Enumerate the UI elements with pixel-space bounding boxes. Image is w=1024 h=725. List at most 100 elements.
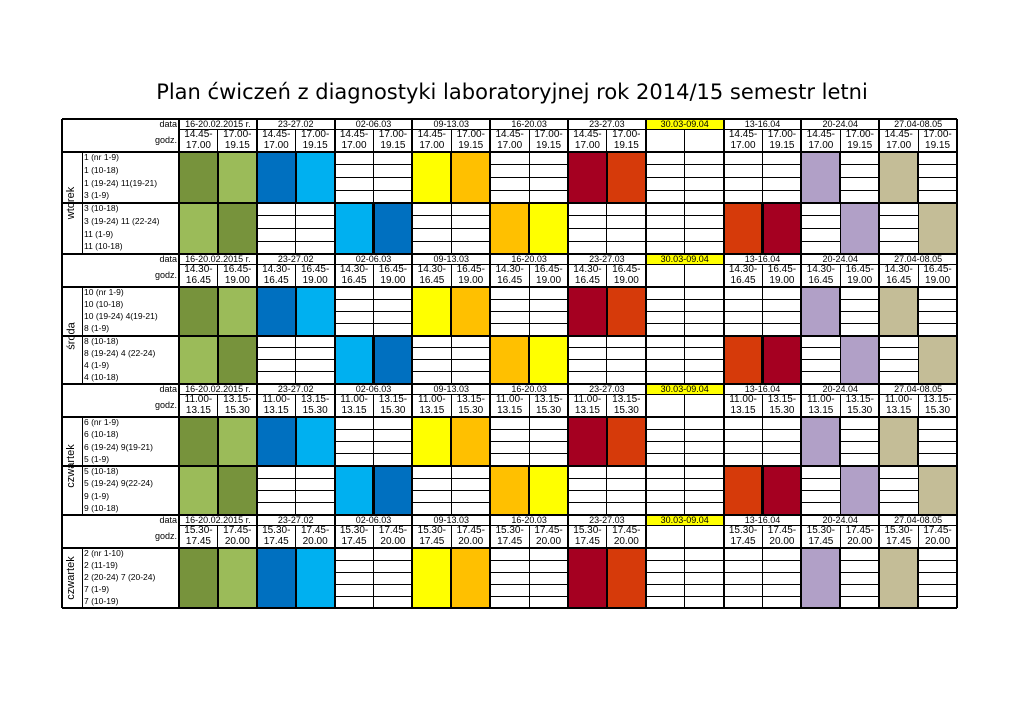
time-start: 14.30- bbox=[262, 265, 291, 275]
activity-cell bbox=[490, 335, 530, 384]
activity-cell bbox=[529, 466, 568, 515]
grid-line bbox=[528, 525, 530, 608]
date-cell: 27.04-08.05 bbox=[894, 255, 943, 264]
activity-cell bbox=[840, 335, 880, 384]
activity-cell bbox=[451, 152, 491, 203]
grid-line bbox=[644, 254, 647, 384]
activity-cell bbox=[879, 417, 919, 466]
time-start: 11.00- bbox=[807, 395, 835, 405]
grid-line bbox=[411, 254, 414, 384]
time-start: 15.30- bbox=[262, 526, 291, 536]
time-start: 14.30- bbox=[728, 265, 758, 275]
grid-line bbox=[762, 394, 763, 515]
row-line bbox=[334, 189, 374, 191]
grid-line bbox=[255, 119, 258, 254]
row-line bbox=[490, 322, 530, 324]
row-line bbox=[412, 215, 452, 217]
group-label: 4 (10-18) bbox=[84, 371, 119, 382]
group-label: 2 (nr 1-10) bbox=[84, 548, 124, 558]
row-line bbox=[334, 453, 374, 455]
activity-cell bbox=[412, 152, 452, 203]
row-line bbox=[879, 490, 919, 491]
time-end: 19.00 bbox=[380, 276, 406, 286]
row-line bbox=[684, 559, 724, 561]
row-line bbox=[490, 189, 530, 191]
grid-line bbox=[917, 129, 919, 254]
time-end: 17.00 bbox=[730, 141, 756, 151]
group-label: 11 (10-18) bbox=[84, 241, 123, 252]
row-line bbox=[606, 240, 646, 242]
row-line bbox=[373, 310, 413, 312]
row-line bbox=[568, 359, 607, 361]
row-line bbox=[918, 189, 957, 191]
activity-cell bbox=[179, 287, 218, 336]
date-cell: 16-20.02.2015 r. bbox=[185, 516, 251, 525]
time-end: 19.00 bbox=[769, 276, 795, 286]
row-line bbox=[412, 502, 452, 504]
row-line bbox=[529, 453, 568, 455]
row-line bbox=[762, 164, 802, 166]
time-end: 20.00 bbox=[380, 537, 406, 547]
date-cell: 30.03-09.04 bbox=[660, 385, 709, 394]
group-label: 1 (19-24) 11(19-21) bbox=[84, 177, 158, 188]
row-line bbox=[606, 347, 646, 349]
time-end: 17.45 bbox=[808, 537, 834, 547]
group-label: 8 (10-18) bbox=[84, 335, 119, 346]
time-end: 19.15 bbox=[613, 141, 639, 151]
activity-cell bbox=[217, 548, 257, 608]
date-cell: 23-27.03 bbox=[589, 120, 625, 129]
activity-cell bbox=[256, 152, 296, 203]
activity-cell bbox=[256, 287, 296, 336]
grid-line bbox=[373, 264, 374, 384]
time-start: 14.45- bbox=[728, 130, 758, 140]
time-start: 13.15- bbox=[923, 395, 952, 405]
grid-line bbox=[722, 384, 725, 515]
time-end: 20.00 bbox=[847, 537, 873, 547]
grid-line bbox=[684, 525, 686, 608]
grid-line bbox=[61, 119, 63, 254]
time-end: 13.15 bbox=[341, 406, 367, 416]
row-line bbox=[762, 595, 802, 597]
time-end: 20.00 bbox=[925, 537, 951, 547]
grid-line bbox=[489, 119, 492, 254]
activity-cell bbox=[879, 152, 919, 203]
time-start: 11.00- bbox=[340, 395, 368, 405]
time-start: 14.45- bbox=[417, 130, 447, 140]
date-cell: 16-20.02.2015 r. bbox=[185, 255, 251, 264]
grid-line bbox=[373, 129, 374, 254]
grid-line bbox=[255, 384, 258, 515]
activity-cell bbox=[256, 417, 296, 466]
row-line bbox=[373, 322, 413, 324]
grid-line bbox=[644, 515, 647, 608]
row-line bbox=[529, 428, 568, 430]
grid-line bbox=[606, 129, 608, 254]
activity-cell bbox=[179, 466, 218, 515]
date-cell: 30.03-09.04 bbox=[660, 255, 709, 264]
activity-cell bbox=[723, 466, 763, 515]
row-line bbox=[762, 428, 802, 430]
time-end: 16.45 bbox=[263, 276, 289, 286]
row-line bbox=[606, 477, 646, 479]
time-end: 19.15 bbox=[769, 141, 795, 151]
row-line bbox=[801, 490, 841, 491]
activity-cell bbox=[801, 548, 841, 608]
row-line bbox=[918, 441, 957, 442]
group-label: 6 (nr 1-9) bbox=[84, 417, 119, 427]
grid-line bbox=[489, 515, 492, 608]
time-start: 17.00- bbox=[845, 130, 874, 140]
row-line bbox=[490, 310, 530, 312]
row-line bbox=[840, 428, 880, 430]
time-end: 16.45 bbox=[185, 276, 211, 286]
grid-line bbox=[450, 525, 452, 608]
time-end: 16.45 bbox=[730, 276, 756, 286]
grid-line bbox=[295, 264, 297, 384]
row-line bbox=[879, 502, 919, 504]
activity-cell bbox=[451, 287, 491, 336]
grid-line bbox=[956, 254, 958, 384]
row-line bbox=[762, 571, 802, 573]
time-end: 17.00 bbox=[574, 141, 600, 151]
time-label: godz. bbox=[154, 136, 177, 145]
row-line bbox=[801, 228, 841, 229]
row-line bbox=[840, 595, 880, 597]
time-end: 15.30 bbox=[925, 406, 951, 416]
